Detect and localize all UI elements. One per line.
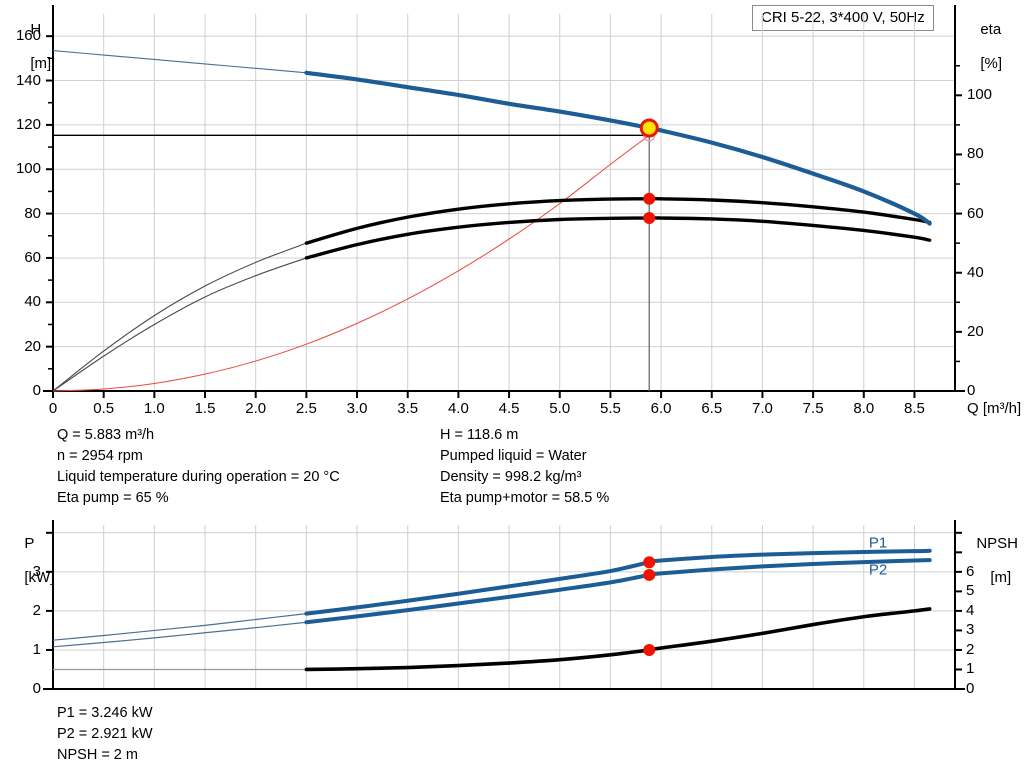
h-tick-label-0: 0	[32, 382, 41, 399]
q-tick-label-5.5: 5.5	[599, 400, 621, 417]
npsh-tick-label-0: 0	[966, 680, 975, 697]
eta-tick-label-40: 40	[967, 263, 984, 281]
eta-pump-curve-thin	[52, 242, 307, 392]
info-left-0: Q = 5.883 m³/h	[57, 427, 155, 443]
info-bottom-2: NPSH = 2 m	[57, 747, 138, 763]
info-left-2: Liquid temperature during operation = 20…	[57, 469, 340, 485]
q-tick-label-0.5: 0.5	[93, 400, 115, 417]
eta-pump-point-marker	[643, 192, 656, 205]
p-tick-label-1: 1	[32, 640, 41, 658]
npsh-tick-label-3: 3	[966, 621, 975, 639]
head-curve-bold	[304, 70, 932, 226]
eta-axis-unit: [%]	[980, 55, 1003, 72]
duty-point-marker	[639, 118, 659, 138]
eta-axis-name: eta	[980, 21, 1002, 38]
eta-tick-label-20: 20	[967, 322, 984, 340]
eta-tick-label-0: 0	[967, 382, 976, 399]
q-tick-label-3.5: 3.5	[397, 400, 419, 417]
p1-curve-thin	[52, 613, 307, 641]
chart-title-box: CRI 5-22, 3*400 V, 50Hz	[752, 5, 934, 31]
npsh-tick-label-1: 1	[966, 660, 975, 678]
p-tick-label-0: 0	[32, 680, 41, 697]
q-tick-label-8.0: 8.0	[853, 400, 875, 417]
q-axis-title: Q [m³/h]	[967, 400, 1022, 417]
npsh-tick-label-4: 4	[966, 601, 975, 619]
eta-tick-label-60: 60	[967, 204, 984, 222]
info-right-2: Density = 998.2 kg/m³	[440, 469, 582, 485]
npsh-axis-unit: [m]	[990, 569, 1012, 586]
p-tick-label-2: 2	[32, 601, 41, 619]
q-tick-label-7.5: 7.5	[802, 400, 824, 417]
eta-pump-motor-curve-bold	[304, 216, 932, 260]
red-reference-curve	[52, 134, 650, 392]
h-tick-label-160: 160	[15, 27, 41, 45]
h-tick-label-40: 40	[24, 293, 41, 311]
p1-curve-label: P1	[869, 535, 887, 552]
h-tick-label-60: 60	[24, 248, 41, 266]
npsh-tick-label-6: 6	[966, 562, 975, 580]
h-tick-label-140: 140	[15, 71, 41, 89]
bottom-y-right-axis-title: NPSH [m]	[968, 518, 1018, 586]
info-bottom-1: P2 = 2.921 kW	[57, 726, 153, 742]
q-tick-label-1.5: 1.5	[194, 400, 216, 417]
q-tick-label-6.5: 6.5	[701, 400, 723, 417]
q-tick-label-4.0: 4.0	[447, 400, 469, 417]
npsh-tick-label-5: 5	[966, 582, 975, 600]
npsh-tick-label-2: 2	[966, 640, 975, 658]
head-curve-thin	[52, 50, 307, 74]
h-tick-label-100: 100	[15, 160, 41, 178]
top-chart-svg	[43, 5, 965, 398]
eta-pump-motor-curve-thin	[52, 257, 307, 392]
q-tick-label-3.0: 3.0	[346, 400, 368, 417]
q-tick-label-2.0: 2.0	[245, 400, 267, 417]
p1-point-marker	[643, 556, 656, 569]
info-bottom-0: P1 = 3.246 kW	[57, 705, 153, 721]
info-left-1: n = 2954 rpm	[57, 448, 143, 464]
h-axis-name: H	[30, 21, 42, 38]
top-y-right-axis-title: eta [%]	[972, 4, 1002, 72]
bottom-y-left-axis-title: P [kW]	[16, 518, 54, 586]
info-right-1: Pumped liquid = Water	[440, 448, 587, 464]
h-axis-unit: [m]	[30, 55, 52, 72]
info-right-3: Eta pump+motor = 58.5 %	[440, 490, 610, 506]
q-tick-label-4.5: 4.5	[498, 400, 520, 417]
q-tick-label-2.5: 2.5	[295, 400, 317, 417]
q-tick-label-7.0: 7.0	[752, 400, 773, 417]
npsh-curve-bold	[304, 607, 932, 672]
q-tick-label-8.5: 8.5	[904, 400, 925, 417]
q-tick-label-5.0: 5.0	[549, 400, 571, 417]
q-tick-label-0: 0	[48, 400, 58, 417]
info-right-0: H = 118.6 m	[440, 427, 519, 443]
top-y-left-axis-title: H [m]	[22, 4, 51, 72]
eta-tick-label-100: 100	[967, 86, 993, 104]
eta-tick-label-80: 80	[967, 145, 984, 163]
npsh-point-marker	[643, 643, 656, 656]
npsh-axis-name: NPSH	[976, 535, 1019, 552]
eta-pump-motor-point-marker	[643, 212, 656, 225]
p2-curve-thin	[52, 621, 307, 648]
h-tick-label-120: 120	[15, 115, 41, 133]
info-left-3: Eta pump = 65 %	[57, 490, 169, 506]
p2-curve-label: P2	[869, 562, 887, 579]
p-tick-label-3: 3	[32, 562, 41, 580]
h-tick-label-20: 20	[24, 337, 41, 355]
q-tick-label-6.0: 6.0	[650, 400, 672, 417]
p-axis-name: P	[24, 535, 35, 552]
p2-point-marker	[643, 568, 656, 581]
q-tick-label-1.0: 1.0	[143, 400, 165, 417]
bottom-chart-svg: P1 P2	[43, 520, 965, 690]
h-tick-label-80: 80	[24, 204, 41, 222]
p-axis-unit: [kW]	[24, 569, 55, 586]
